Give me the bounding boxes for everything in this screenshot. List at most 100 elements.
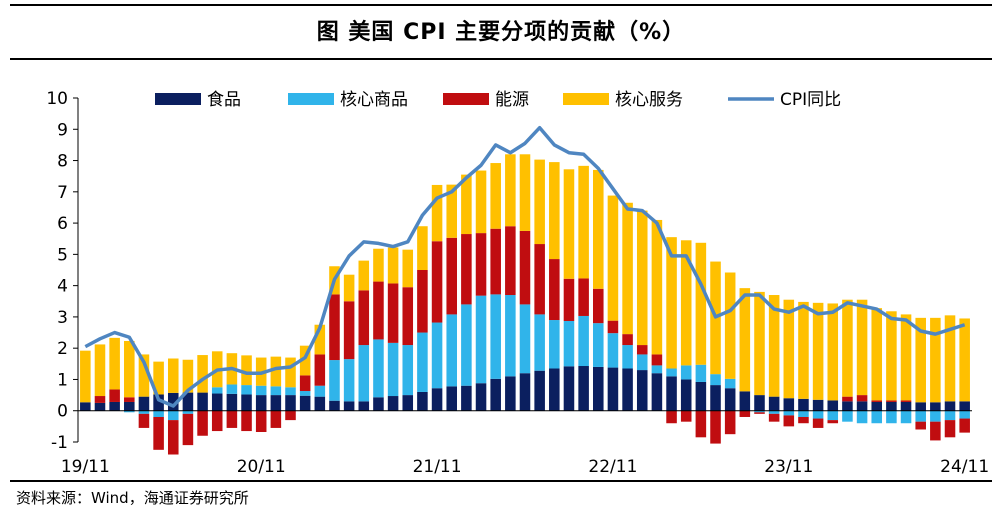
bar-segment-food [461, 386, 472, 411]
bar-segment-energy [681, 411, 692, 422]
bar-segment-core-goods [432, 323, 443, 389]
bar-segment-energy [446, 238, 457, 315]
bar-segment-energy [886, 400, 897, 402]
bar-segment-core-services [402, 250, 413, 288]
bar-segment-food [329, 401, 340, 411]
bar-segment-core-goods [842, 411, 853, 422]
bar-segment-core-goods [696, 365, 707, 382]
bar-segment-core-services [827, 303, 838, 400]
bar-segment-core-goods [446, 314, 457, 386]
bar-segment-energy [549, 259, 560, 320]
bar-segment-food [725, 388, 736, 411]
bar-segment-core-goods [490, 294, 501, 378]
y-tick-label: 8 [57, 152, 68, 172]
bar-segment-food [871, 402, 882, 411]
bar-segment-core-services [871, 308, 882, 400]
bar-segment-core-services [842, 300, 853, 397]
bar-segment-energy [124, 397, 135, 402]
bar-segment-core-goods [857, 411, 868, 424]
legend-swatch-energy [443, 93, 489, 105]
y-tick-label: 5 [57, 245, 68, 265]
bar-segment-energy [784, 415, 795, 426]
bar-segment-energy [271, 411, 282, 428]
bar-segment-core-services [622, 203, 633, 334]
bar-segment-core-goods [710, 374, 721, 385]
x-tick-label: 20/11 [237, 457, 286, 477]
bar-segment-core-goods [417, 333, 428, 392]
bar-segment-core-goods [666, 369, 677, 377]
bar-segment-core-goods [549, 320, 560, 368]
bar-segment-energy [183, 414, 194, 445]
bar-segment-energy [168, 420, 179, 454]
bar-segment-food [681, 379, 692, 410]
bar-segment-food [402, 395, 413, 411]
bar-segment-food [798, 399, 809, 411]
y-tick-label: 1 [57, 370, 68, 390]
legend-swatch-core-goods [288, 93, 334, 105]
bar-segment-energy [593, 289, 604, 323]
legend-label-energy: 能源 [495, 90, 529, 110]
bar-segment-food [945, 401, 956, 410]
bar-segment-food [344, 401, 355, 410]
y-tick-label: -1 [51, 433, 68, 453]
bar-segment-core-goods [959, 411, 970, 419]
bar-segment-core-goods [637, 354, 648, 370]
legend-label-food: 食品 [207, 90, 241, 110]
bar-segment-core-goods [886, 411, 897, 424]
bar-segment-energy [359, 290, 370, 345]
bar-segment-core-services [359, 261, 370, 291]
bar-segment-core-services [476, 171, 487, 234]
bar-segment-energy [373, 282, 384, 340]
bar-segment-energy [813, 419, 824, 428]
bar-segment-food [813, 400, 824, 411]
bar-segment-core-services [564, 169, 575, 278]
bar-segment-food [417, 392, 428, 411]
bar-segment-food [784, 398, 795, 411]
bar-segment-core-goods [725, 379, 736, 388]
bar-segment-food [827, 400, 838, 410]
bar-segment-energy [461, 234, 472, 304]
y-tick-label: 3 [57, 308, 68, 328]
legend-label-core-goods: 核心商品 [340, 90, 408, 110]
bar-segment-food [197, 393, 208, 411]
bar-segment-core-goods [578, 316, 589, 366]
bar-segment-energy [388, 283, 399, 342]
bar-segment-energy [842, 397, 853, 402]
bar-segment-core-goods [241, 385, 252, 394]
bars-layer [80, 154, 970, 454]
bar-segment-food [549, 369, 560, 411]
bar-segment-energy [490, 229, 501, 295]
bar-segment-food [622, 369, 633, 411]
bar-segment-food [95, 403, 106, 411]
x-tick-label: 23/11 [764, 457, 813, 477]
y-tick-label: 4 [57, 277, 68, 297]
bar-segment-core-goods [813, 411, 824, 419]
bar-segment-food [608, 368, 619, 411]
bar-segment-energy [578, 278, 589, 316]
x-tick-label: 24/11 [940, 457, 989, 477]
bar-segment-core-services [754, 292, 765, 395]
bar-segment-food [959, 401, 970, 410]
bar-segment-core-goods [344, 359, 355, 401]
y-tick-label: 10 [46, 89, 68, 109]
bar-segment-core-services [549, 162, 560, 259]
bar-segment-energy [798, 417, 809, 423]
bar-segment-core-goods [564, 321, 575, 366]
legend-label-cpi-yoy: CPI同比 [780, 90, 841, 110]
bar-segment-core-goods [153, 411, 164, 417]
bar-segment-core-goods [461, 304, 472, 385]
bar-segment-core-goods [681, 365, 692, 379]
bar-segment-core-services [959, 318, 970, 401]
bar-segment-food [696, 382, 707, 411]
bar-segment-core-services [432, 185, 443, 241]
y-tick-label: 9 [57, 120, 68, 140]
bar-segment-energy [95, 396, 106, 403]
bar-segment-core-services [285, 358, 296, 388]
bar-segment-energy [534, 244, 545, 314]
bar-segment-core-services [344, 275, 355, 302]
bar-segment-energy [285, 411, 296, 420]
bar-segment-food [271, 395, 282, 411]
bar-segment-energy [564, 279, 575, 321]
bar-segment-core-services [490, 163, 501, 229]
bar-segment-energy [212, 411, 223, 431]
